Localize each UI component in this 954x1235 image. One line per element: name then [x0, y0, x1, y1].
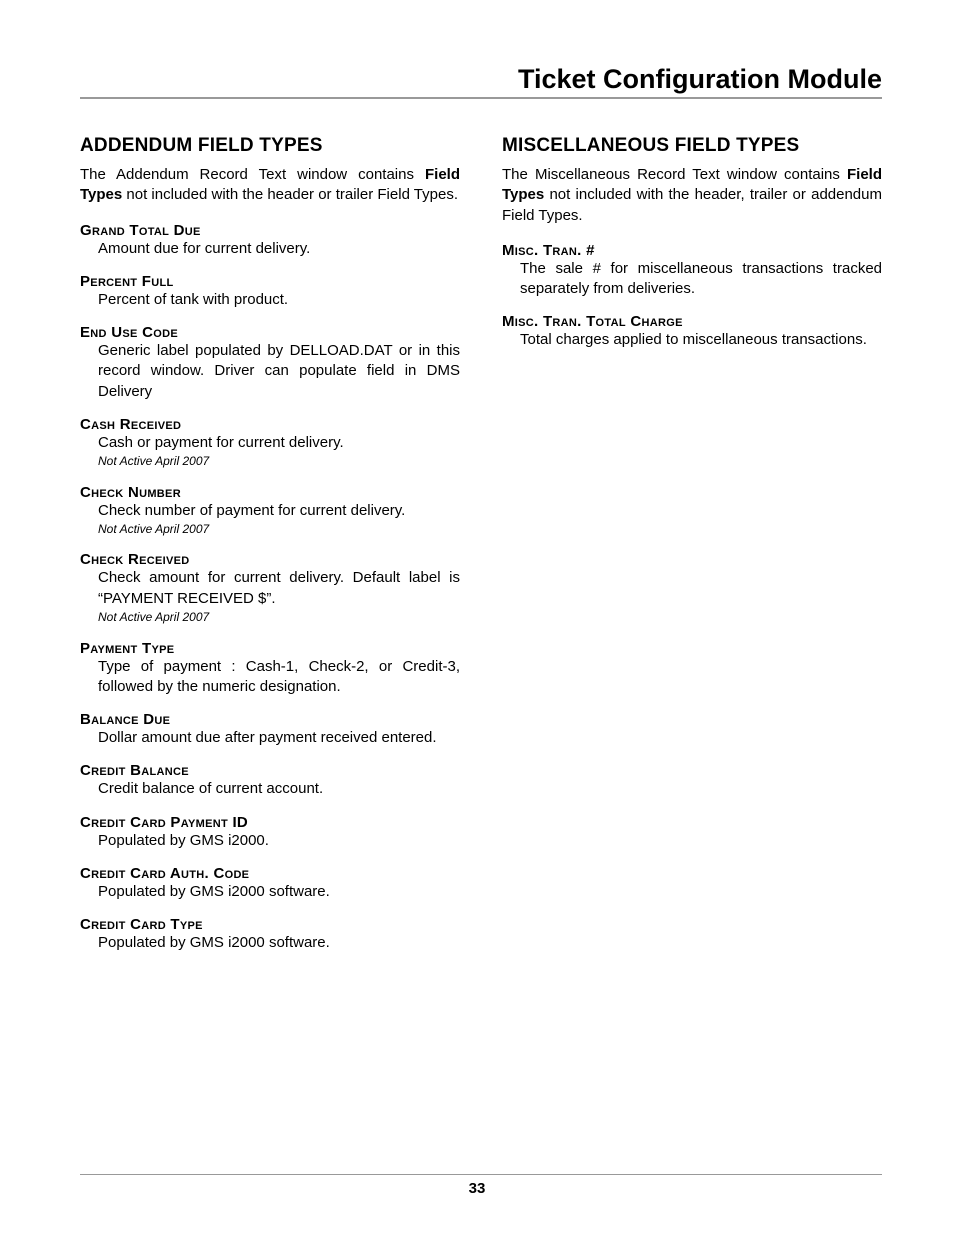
field-item: Percent FullPercent of tank with product… [80, 273, 460, 310]
field-item: Grand Total DueAmount due for current de… [80, 222, 460, 259]
left-intro-before: The Addendum Record Text window contains [80, 166, 425, 183]
field-item: Payment TypeType of payment : Cash-1, Ch… [80, 640, 460, 698]
page-number: 33 [0, 1180, 954, 1197]
field-desc: Check number of payment for current deli… [80, 501, 460, 521]
field-note: Not Active April 2007 [80, 522, 460, 538]
footer-rule [80, 1174, 882, 1175]
field-desc: Check amount for current delivery. Defau… [80, 568, 460, 609]
page-title: Ticket Configuration Module [80, 64, 882, 99]
field-desc: Type of payment : Cash-1, Check-2, or Cr… [80, 657, 460, 698]
left-intro-after: not included with the header or trailer … [122, 186, 458, 203]
left-column: ADDENDUM FIELD TYPES The Addendum Record… [80, 135, 460, 967]
content-columns: ADDENDUM FIELD TYPES The Addendum Record… [80, 135, 882, 967]
field-name: Misc. Tran. Total Charge [502, 313, 882, 330]
field-name: Credit Card Payment ID [80, 814, 460, 831]
right-intro: The Miscellaneous Record Text window con… [502, 165, 882, 226]
right-intro-before: The Miscellaneous Record Text window con… [502, 166, 847, 183]
field-note: Not Active April 2007 [80, 454, 460, 470]
field-name: Check Received [80, 551, 460, 568]
field-name: Misc. Tran. # [502, 242, 882, 259]
right-intro-after: not included with the header, trailer or… [502, 186, 882, 223]
field-desc: The sale # for miscellaneous transaction… [502, 259, 882, 300]
left-intro: The Addendum Record Text window contains… [80, 165, 460, 206]
field-item: Credit Card TypePopulated by GMS i2000 s… [80, 916, 460, 953]
field-desc: Total charges applied to miscellaneous t… [502, 330, 882, 350]
field-item: Check ReceivedCheck amount for current d… [80, 551, 460, 625]
field-desc: Generic label populated by DELLOAD.DAT o… [80, 341, 460, 402]
field-name: Credit Card Type [80, 916, 460, 933]
field-item: Credit Card Payment IDPopulated by GMS i… [80, 814, 460, 851]
field-item: End Use CodeGeneric label populated by D… [80, 324, 460, 402]
field-desc: Populated by GMS i2000. [80, 831, 460, 851]
left-fields-list: Grand Total DueAmount due for current de… [80, 222, 460, 954]
field-name: End Use Code [80, 324, 460, 341]
field-name: Payment Type [80, 640, 460, 657]
field-name: Cash Received [80, 416, 460, 433]
field-desc: Populated by GMS i2000 software. [80, 933, 460, 953]
field-item: Credit BalanceCredit balance of current … [80, 762, 460, 799]
field-desc: Dollar amount due after payment received… [80, 728, 460, 748]
left-heading: ADDENDUM FIELD TYPES [80, 135, 460, 157]
field-name: Credit Card Auth. Code [80, 865, 460, 882]
field-desc: Cash or payment for current delivery. [80, 433, 460, 453]
field-desc: Populated by GMS i2000 software. [80, 882, 460, 902]
right-column: MISCELLANEOUS FIELD TYPES The Miscellane… [502, 135, 882, 967]
field-item: Misc. Tran. Total ChargeTotal charges ap… [502, 313, 882, 350]
field-item: Credit Card Auth. CodePopulated by GMS i… [80, 865, 460, 902]
field-item: Balance DueDollar amount due after payme… [80, 711, 460, 748]
field-name: Balance Due [80, 711, 460, 728]
field-desc: Percent of tank with product. [80, 290, 460, 310]
field-note: Not Active April 2007 [80, 610, 460, 626]
field-item: Misc. Tran. #The sale # for miscellaneou… [502, 242, 882, 300]
field-desc: Credit balance of current account. [80, 779, 460, 799]
field-name: Credit Balance [80, 762, 460, 779]
field-desc: Amount due for current delivery. [80, 239, 460, 259]
field-item: Cash ReceivedCash or payment for current… [80, 416, 460, 470]
field-name: Percent Full [80, 273, 460, 290]
right-fields-list: Misc. Tran. #The sale # for miscellaneou… [502, 242, 882, 351]
field-item: Check NumberCheck number of payment for … [80, 484, 460, 538]
right-heading: MISCELLANEOUS FIELD TYPES [502, 135, 882, 157]
field-name: Grand Total Due [80, 222, 460, 239]
field-name: Check Number [80, 484, 460, 501]
